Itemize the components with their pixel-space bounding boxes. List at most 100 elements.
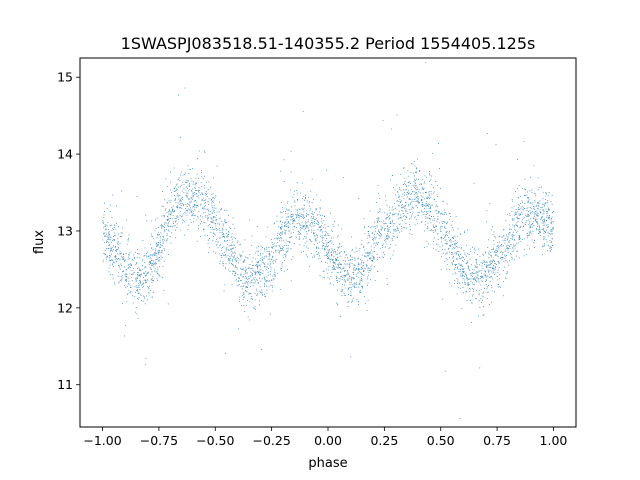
data-point bbox=[537, 221, 539, 223]
data-point bbox=[343, 276, 345, 278]
data-point bbox=[485, 275, 487, 277]
data-point bbox=[108, 271, 110, 273]
data-point bbox=[279, 237, 281, 239]
y-tick-label: 14 bbox=[57, 147, 73, 162]
data-point bbox=[213, 220, 214, 222]
data-point bbox=[549, 249, 551, 251]
data-point bbox=[364, 252, 366, 254]
data-point bbox=[158, 243, 160, 245]
data-point bbox=[422, 206, 423, 207]
data-point bbox=[281, 234, 283, 235]
data-point bbox=[349, 265, 351, 267]
data-point bbox=[110, 260, 112, 261]
data-point bbox=[523, 209, 525, 211]
data-point bbox=[451, 221, 453, 222]
data-point bbox=[527, 235, 529, 236]
data-point bbox=[179, 215, 181, 217]
data-point bbox=[289, 242, 290, 243]
data-point bbox=[223, 251, 225, 253]
data-point bbox=[545, 216, 547, 218]
data-point bbox=[410, 217, 412, 219]
data-point bbox=[235, 272, 236, 274]
y-axis-label: flux bbox=[32, 230, 47, 254]
data-point bbox=[245, 266, 247, 268]
data-point bbox=[337, 264, 339, 265]
data-point bbox=[539, 226, 540, 228]
data-point bbox=[158, 257, 160, 259]
data-point bbox=[136, 286, 138, 288]
data-point bbox=[552, 210, 554, 212]
data-point bbox=[478, 300, 480, 302]
data-point bbox=[506, 272, 508, 274]
data-point bbox=[536, 210, 538, 212]
data-point bbox=[104, 235, 106, 237]
data-point bbox=[175, 217, 177, 219]
data-point bbox=[130, 251, 132, 253]
data-point bbox=[124, 259, 126, 261]
data-point bbox=[223, 233, 225, 234]
data-point bbox=[521, 208, 523, 210]
data-point bbox=[378, 238, 380, 239]
data-point bbox=[142, 283, 144, 285]
data-point bbox=[503, 239, 505, 241]
data-point bbox=[184, 174, 186, 175]
data-point bbox=[399, 223, 401, 225]
data-point bbox=[293, 243, 295, 244]
data-point bbox=[276, 215, 278, 217]
data-point bbox=[457, 267, 458, 268]
data-point bbox=[162, 239, 163, 241]
data-point bbox=[259, 272, 261, 273]
data-point bbox=[539, 231, 541, 233]
data-point bbox=[281, 248, 283, 250]
data-point bbox=[290, 189, 291, 191]
data-point bbox=[356, 299, 358, 300]
data-point bbox=[320, 229, 322, 230]
data-point bbox=[547, 232, 549, 234]
data-point bbox=[340, 250, 342, 252]
data-point bbox=[282, 245, 284, 247]
data-point bbox=[210, 221, 212, 223]
data-point bbox=[409, 192, 410, 194]
data-point bbox=[402, 193, 404, 195]
data-point bbox=[458, 268, 460, 270]
data-point bbox=[490, 254, 492, 256]
data-point bbox=[306, 212, 307, 214]
data-point bbox=[114, 228, 116, 230]
data-point bbox=[518, 238, 520, 240]
data-point bbox=[421, 211, 423, 213]
data-point bbox=[259, 260, 261, 262]
data-point bbox=[483, 287, 485, 289]
data-point bbox=[220, 255, 222, 256]
data-point bbox=[298, 238, 300, 240]
data-point bbox=[159, 265, 160, 267]
data-point bbox=[122, 254, 124, 255]
data-point bbox=[412, 163, 414, 165]
data-point bbox=[268, 253, 270, 255]
data-point bbox=[156, 243, 158, 245]
data-point bbox=[292, 255, 294, 257]
data-point bbox=[433, 218, 435, 220]
data-point bbox=[306, 225, 307, 226]
data-point bbox=[198, 197, 200, 199]
data-point bbox=[125, 276, 127, 277]
data-point bbox=[382, 247, 383, 249]
data-point bbox=[272, 252, 274, 254]
data-point bbox=[386, 232, 388, 234]
data-point bbox=[360, 276, 362, 278]
data-point bbox=[256, 261, 258, 263]
data-point bbox=[113, 245, 114, 247]
data-point bbox=[334, 249, 335, 250]
data-point bbox=[537, 202, 539, 204]
data-point bbox=[299, 234, 301, 236]
data-point bbox=[357, 258, 359, 260]
data-point bbox=[483, 270, 485, 272]
data-point bbox=[107, 238, 109, 240]
data-point bbox=[129, 257, 131, 259]
data-point bbox=[421, 200, 423, 202]
data-point bbox=[499, 278, 500, 280]
data-point bbox=[286, 226, 288, 227]
data-point bbox=[371, 260, 373, 261]
data-point bbox=[126, 219, 128, 221]
data-point bbox=[200, 182, 202, 183]
data-point bbox=[139, 289, 141, 290]
